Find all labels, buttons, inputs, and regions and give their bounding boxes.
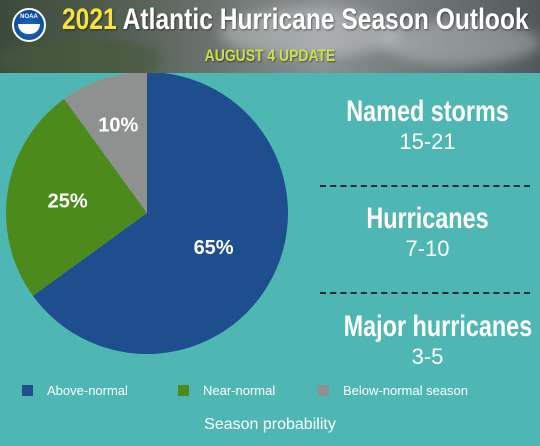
legend-swatch xyxy=(178,385,189,396)
legend-label: Below-normal season xyxy=(343,383,469,398)
satellite-cloud xyxy=(220,8,400,58)
stat-value: 3-5 xyxy=(411,344,444,369)
logo-text: NOAA xyxy=(20,14,38,20)
pie-slice-label: 25% xyxy=(48,190,88,212)
satellite-cloud xyxy=(380,20,540,65)
legend-item-near-normal: Near-normal xyxy=(178,383,275,398)
chart-legend: Above-normal Near-normal Below-normal se… xyxy=(0,383,540,403)
legend-label: Near-normal xyxy=(203,383,276,398)
pie-slice-near-normal xyxy=(5,98,147,296)
divider xyxy=(320,292,530,294)
legend-item-below-normal: Below-normal season xyxy=(318,383,468,398)
legend-label: Above-normal xyxy=(47,383,128,398)
satellite-land xyxy=(0,40,160,73)
title-year: 2021 xyxy=(62,3,117,36)
pie-slice-label: 10% xyxy=(98,114,138,136)
stat-label: Named storms xyxy=(346,95,509,128)
stat-value: 15-21 xyxy=(399,129,456,154)
stat-major-hurricanes: Major hurricanes 3-5 xyxy=(320,310,535,370)
legend-swatch xyxy=(22,385,33,396)
noaa-logo-icon: NOAA xyxy=(12,8,46,42)
stat-label: Hurricanes xyxy=(366,202,489,235)
pie-slice-above-normal xyxy=(32,73,288,354)
pie-chart: 65% 25% 10% xyxy=(5,73,288,354)
logo-wave xyxy=(18,24,40,34)
page-title: 2021 Atlantic Hurricane Season Outlook xyxy=(62,3,529,37)
stat-label: Major hurricanes xyxy=(343,310,533,343)
header-banner: NOAA 2021 Atlantic Hurricane Season Outl… xyxy=(0,0,540,73)
stat-value: 7-10 xyxy=(405,236,450,261)
legend-swatch xyxy=(318,385,329,396)
page-subtitle: AUGUST 4 UPDATE xyxy=(204,46,336,65)
divider xyxy=(320,185,530,187)
pie-slice-label: 65% xyxy=(194,237,234,259)
stat-named-storms: Named storms 15-21 xyxy=(320,95,535,155)
pie-slice-below-normal xyxy=(64,73,147,213)
title-text: Atlantic Hurricane Season Outlook xyxy=(122,3,529,36)
stat-hurricanes: Hurricanes 7-10 xyxy=(320,202,535,262)
chart-xlabel: Season probability xyxy=(204,416,336,433)
legend-item-above-normal: Above-normal xyxy=(22,383,128,398)
